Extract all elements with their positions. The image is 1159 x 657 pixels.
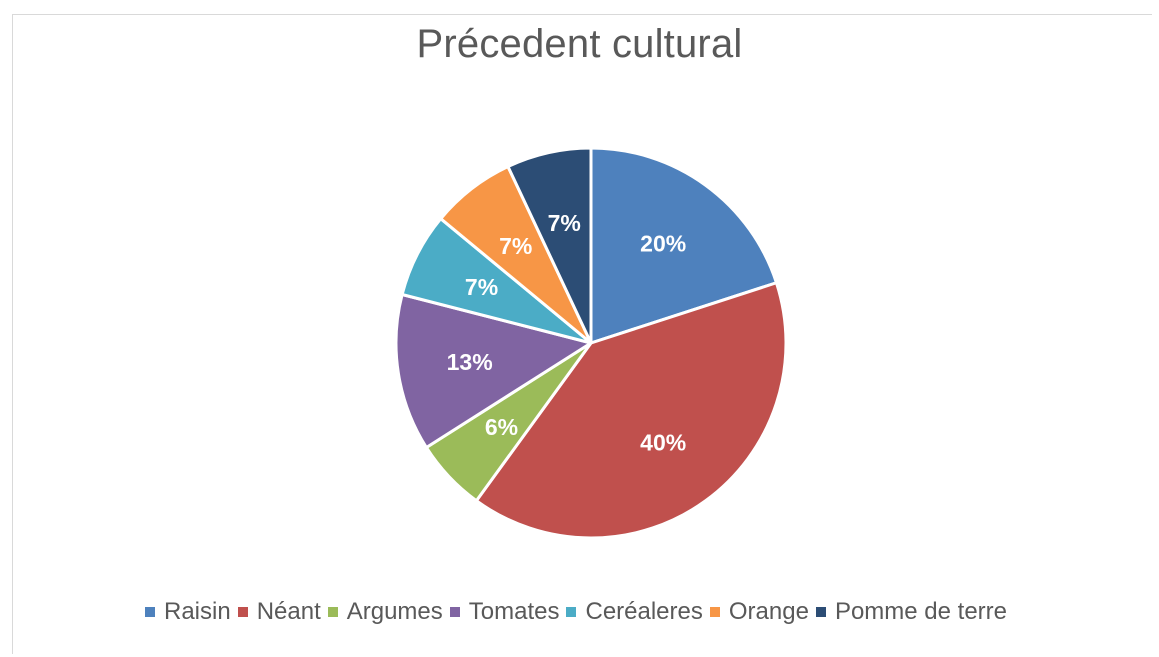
legend-item-argumes: Argumes [327, 598, 443, 626]
legend-item-raisin: Raisin [144, 598, 231, 626]
pie-slice-tomates [394, 293, 593, 449]
legend-label: Pomme de terre [834, 598, 1008, 625]
legend-label: Argumes [346, 598, 443, 625]
data-label-cerealeres: 7% [465, 274, 498, 300]
legend-swatch [449, 607, 460, 617]
data-label-raisin: 20% [640, 231, 686, 257]
legend-label: Ceréaleres [585, 598, 703, 625]
pie-slice-raisin [589, 146, 778, 345]
legend-item-tomates: Tomates [449, 598, 560, 626]
legend-swatch [566, 607, 577, 617]
legend-label: Tomates [468, 598, 560, 625]
legend-label: Néant [256, 598, 321, 625]
legend-item-cerealeres: Ceréaleres [566, 598, 703, 626]
legend-label: Raisin [163, 598, 231, 625]
pie-slice-pomme-de-terre [506, 146, 593, 345]
legend-label: Orange [728, 598, 809, 625]
chart-title: Précedent cultural [416, 22, 743, 66]
pie-slice-neant [474, 281, 788, 540]
legend-swatch [144, 607, 155, 617]
legend-swatch [327, 607, 338, 617]
legend-swatch [237, 607, 248, 617]
data-label-argumes: 6% [485, 414, 518, 440]
legend-item-orange: Orange [709, 598, 809, 626]
legend-swatch [815, 607, 826, 617]
data-label-neant: 40% [640, 429, 686, 455]
pie-chart: 20%40%6%13%7%7%7% [394, 146, 788, 540]
legend-swatch [709, 607, 720, 617]
chart-legend: Raisin Néant Argumes Tomates Ceréaleres Orang… [0, 598, 1159, 626]
data-label-tomates: 13% [447, 349, 493, 375]
data-label-orange: 7% [499, 233, 532, 259]
legend-item-pomme-de-terre: Pomme de terre [815, 598, 1008, 626]
legend-item-neant: Néant [237, 598, 321, 626]
data-label-pomme-de-terre: 7% [548, 210, 581, 236]
